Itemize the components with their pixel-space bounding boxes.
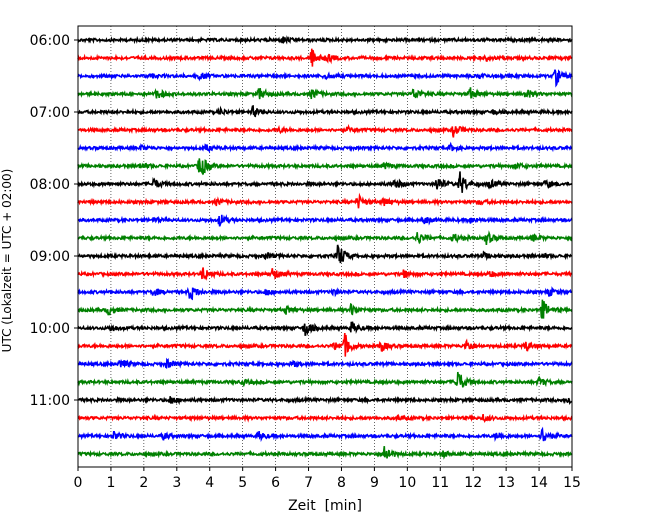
trace-08:15: [77, 192, 573, 209]
trace-08:30: [77, 214, 573, 227]
trace-line: [77, 395, 573, 406]
y-tick-label: 09:00: [30, 249, 70, 265]
x-tick-label: 4: [205, 475, 214, 491]
x-tick-label: 15: [563, 475, 581, 491]
trace-11:15: [77, 413, 573, 424]
trace-06:00: [77, 35, 573, 45]
x-tick-label: 12: [464, 475, 482, 491]
trace-11:00: [77, 395, 573, 406]
x-tick-label: 0: [74, 475, 83, 491]
x-tick-label: 8: [337, 475, 346, 491]
y-tick-label: 06:00: [30, 33, 70, 49]
trace-10:45: [77, 371, 573, 388]
x-axis-title: Zeit [min]: [288, 498, 362, 514]
trace-line: [77, 286, 573, 301]
trace-10:00: [77, 321, 573, 337]
trace-line: [77, 321, 573, 337]
trace-line: [77, 123, 573, 138]
trace-line: [77, 35, 573, 45]
trace-07:15: [77, 123, 573, 138]
trace-08:45: [77, 230, 573, 245]
x-tick-label: 3: [172, 475, 181, 491]
x-tick-label: 1: [106, 475, 115, 491]
trace-line: [77, 171, 573, 193]
x-tick-label: 11: [431, 475, 449, 491]
trace-07:45: [77, 158, 573, 176]
trace-line: [77, 426, 573, 443]
trace-06:30: [77, 69, 573, 88]
trace-10:15: [77, 332, 573, 357]
y-tick-label: 11:00: [30, 393, 70, 409]
trace-line: [77, 192, 573, 209]
trace-07:30: [77, 141, 573, 154]
trace-09:15: [77, 267, 572, 281]
trace-06:45: [77, 87, 573, 100]
x-tick-label: 5: [238, 475, 247, 491]
trace-line: [77, 214, 573, 227]
trace-09:45: [77, 299, 573, 319]
trace-11:45: [77, 446, 573, 460]
trace-07:00: [77, 105, 573, 118]
y-tick-label: 08:00: [30, 177, 70, 193]
trace-line: [77, 48, 573, 67]
seismic-traces: [77, 35, 573, 460]
trace-line: [77, 69, 573, 88]
trace-line: [77, 267, 572, 281]
x-tick-label: 9: [370, 475, 379, 491]
trace-line: [77, 299, 573, 319]
trace-line: [77, 446, 573, 460]
trace-09:30: [77, 286, 573, 301]
y-tick-label: 10:00: [30, 321, 70, 337]
trace-line: [77, 332, 573, 357]
trace-line: [77, 244, 573, 264]
trace-line: [77, 413, 573, 424]
y-axis-title: UTC (Lokalzeit = UTC + 02:00): [0, 169, 14, 353]
y-axis-ticks: 06:00 07:00 08:00 09:00 10:00 11:00: [30, 33, 78, 409]
x-tick-label: 13: [497, 475, 515, 491]
x-tick-label: 10: [398, 475, 416, 491]
trace-line: [77, 87, 573, 100]
trace-line: [77, 357, 573, 370]
x-axis-ticks: 0 1 2 3 4 5 6 7 8 9 10 11 12 13 14 15: [74, 467, 581, 491]
trace-line: [77, 105, 573, 118]
x-tick-label: 7: [304, 475, 313, 491]
x-tick-label: 6: [271, 475, 280, 491]
y-tick-label: 07:00: [30, 105, 70, 121]
trace-line: [77, 371, 573, 388]
trace-line: [77, 141, 573, 154]
trace-09:00: [77, 244, 573, 264]
x-tick-label: 2: [139, 475, 148, 491]
trace-line: [77, 230, 573, 245]
trace-line: [77, 158, 573, 176]
trace-11:30: [77, 426, 573, 443]
trace-08:00: [77, 171, 573, 193]
x-tick-label: 14: [530, 475, 548, 491]
trace-06:15: [77, 48, 573, 67]
plot-frame: [77, 25, 573, 468]
trace-10:30: [77, 357, 573, 370]
